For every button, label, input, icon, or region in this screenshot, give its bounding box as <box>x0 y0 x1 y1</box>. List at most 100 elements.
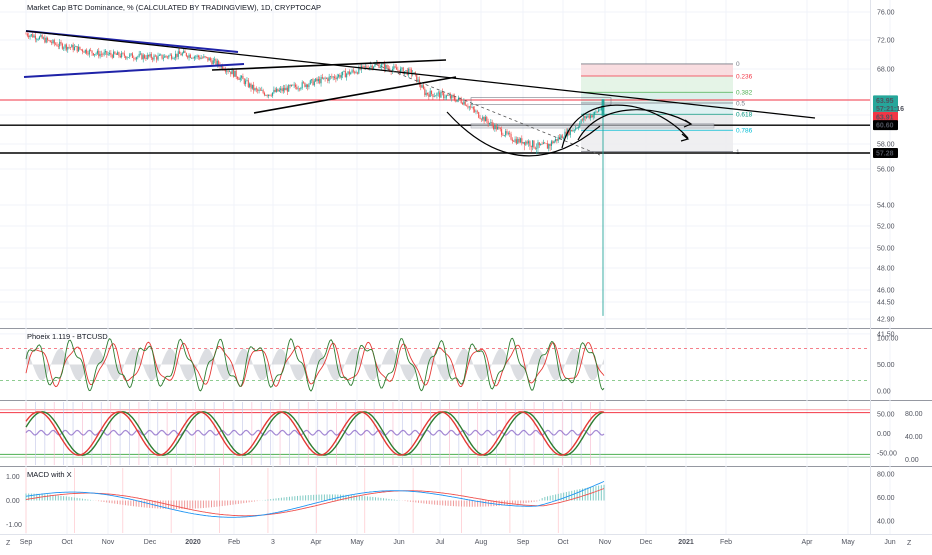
time-tick-8: May <box>350 539 364 546</box>
candle <box>560 133 562 140</box>
wedge-upper <box>211 59 447 71</box>
price-axis[interactable]: 76.0072.0068.0064.0062.0058.0056.0054.00… <box>877 10 895 339</box>
grid-lines <box>0 0 891 534</box>
candle <box>26 32 28 38</box>
candle <box>340 71 342 81</box>
candle <box>554 136 557 143</box>
candle <box>51 40 53 46</box>
candle <box>115 52 117 55</box>
candle <box>548 143 550 152</box>
candle <box>470 103 472 110</box>
wave-red-line <box>25 411 605 456</box>
zoom-icon[interactable]: Z <box>6 540 11 547</box>
projection-arc-1 <box>561 104 689 149</box>
candle <box>491 119 493 128</box>
candle <box>200 54 202 60</box>
candle <box>261 86 263 91</box>
time-tick-15: Dec <box>640 539 653 546</box>
macd-tick-right-1: 60.00 <box>877 495 895 502</box>
price-tick-13: 42.90 <box>877 317 895 324</box>
candle <box>526 140 528 145</box>
candle <box>293 81 295 89</box>
trendline-drawings[interactable] <box>23 30 816 157</box>
candle <box>335 75 337 83</box>
gear-icon[interactable]: Z <box>907 540 912 547</box>
candle <box>38 35 41 40</box>
time-tick-16: 2021 <box>678 539 694 546</box>
candlestick-series <box>25 31 605 316</box>
candle <box>327 77 329 84</box>
wave-tick-right-2: 0.00 <box>905 457 919 464</box>
candle <box>533 140 535 149</box>
candle <box>331 73 333 79</box>
candle <box>288 84 290 92</box>
candle <box>498 125 500 130</box>
candle <box>94 54 96 58</box>
candle <box>64 43 66 51</box>
candle <box>430 90 433 97</box>
candle <box>506 129 508 136</box>
candle <box>110 50 112 58</box>
candle <box>277 88 279 92</box>
candle <box>379 64 381 69</box>
candle <box>41 34 43 39</box>
candle <box>134 56 136 61</box>
candle <box>191 57 193 60</box>
time-tick-1: Oct <box>62 539 73 546</box>
candle <box>36 37 38 43</box>
candle <box>519 137 522 144</box>
candle <box>289 84 291 89</box>
candle <box>545 142 547 144</box>
candle <box>418 76 420 88</box>
time-tick-17: Feb <box>720 539 732 546</box>
candle <box>311 78 313 84</box>
candle <box>257 88 259 94</box>
candle <box>572 128 574 133</box>
time-axis[interactable]: Sep Oct Nov Dec 2020 Feb 3 Apr May Jun Jul Aug Sep Oc… <box>20 539 896 546</box>
candle <box>511 137 513 144</box>
candle <box>144 54 146 60</box>
candle <box>294 82 297 90</box>
candle <box>189 53 191 59</box>
candle <box>457 95 460 103</box>
candle <box>169 53 171 56</box>
candle <box>42 36 45 40</box>
candle <box>114 51 116 55</box>
candle <box>487 118 489 127</box>
macd-tick-left-2: -1.00 <box>6 522 22 529</box>
candle <box>358 65 360 75</box>
candle <box>142 53 144 63</box>
candle <box>532 139 534 151</box>
candle <box>162 54 164 62</box>
candle <box>53 38 55 47</box>
candle <box>599 108 601 111</box>
candle <box>480 118 482 122</box>
price-tag-bg-1 <box>873 103 898 114</box>
candle <box>87 50 89 56</box>
candle <box>258 86 260 94</box>
candle <box>320 74 322 87</box>
horizontal-levels[interactable] <box>0 97 870 154</box>
candle <box>106 50 108 58</box>
candle <box>111 53 113 60</box>
price-tag-bg-4 <box>873 148 898 158</box>
candle <box>437 90 439 97</box>
candle <box>351 68 353 74</box>
candle <box>84 49 86 54</box>
wave-blue-line <box>25 429 605 436</box>
candle <box>440 90 442 98</box>
candle <box>381 62 383 71</box>
candle <box>402 66 404 75</box>
candle <box>98 47 100 59</box>
candle <box>129 52 131 59</box>
price-tag-1: 57:21:16 <box>876 106 904 113</box>
candle <box>422 82 425 90</box>
candle <box>253 81 255 94</box>
candle <box>157 52 159 62</box>
candle <box>544 141 546 144</box>
candle <box>343 70 345 73</box>
candle <box>589 113 592 121</box>
fib-label-4: 0.618 <box>736 112 753 119</box>
